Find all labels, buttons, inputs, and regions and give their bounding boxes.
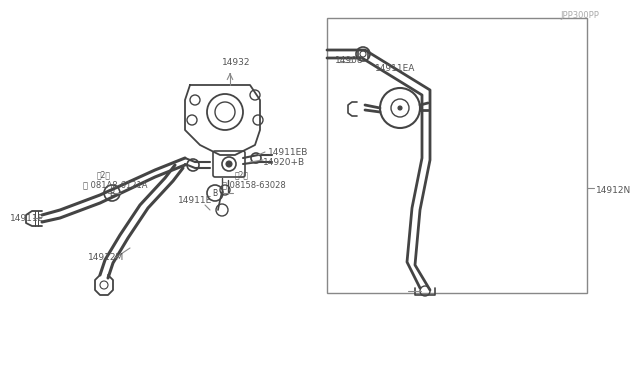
Text: 14908: 14908 (335, 55, 364, 64)
Text: Ⓑ 08158-63028: Ⓑ 08158-63028 (222, 180, 285, 189)
Text: 14912N: 14912N (596, 186, 631, 195)
Circle shape (398, 106, 402, 110)
Text: Ⓑ 081A8-6121A: Ⓑ 081A8-6121A (83, 180, 147, 189)
Circle shape (226, 161, 232, 167)
Text: 14911EB: 14911EB (268, 148, 308, 157)
Text: B: B (109, 189, 115, 198)
Text: 14912M: 14912M (88, 253, 124, 263)
Bar (327, 18, 587, 293)
Text: 14911E: 14911E (10, 214, 44, 222)
Text: （2）: （2） (97, 170, 111, 180)
Text: 14932: 14932 (222, 58, 250, 67)
Text: 14920+B: 14920+B (263, 157, 305, 167)
Text: （2）: （2） (235, 170, 249, 180)
Text: 14911EA: 14911EA (375, 64, 415, 73)
Text: JPP300PP: JPP300PP (560, 10, 599, 19)
Text: 14911E: 14911E (178, 196, 212, 205)
Text: B: B (212, 189, 218, 198)
